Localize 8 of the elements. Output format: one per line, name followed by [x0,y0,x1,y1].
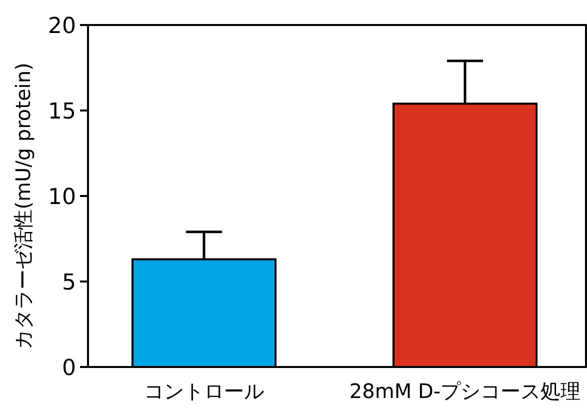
x-tick-label: コントロール [144,379,264,403]
y-tick-label: 5 [62,270,76,296]
y-tick-label: 10 [48,185,76,210]
y-axis-title: カタラーゼ活性(mU/g protein) [11,62,35,350]
x-tick-label: 28mM D-プシコース処理 [349,379,581,403]
y-tick-label: 0 [62,356,76,381]
y-tick-label: 15 [48,100,76,124]
y-tick-label: 20 [48,14,76,39]
